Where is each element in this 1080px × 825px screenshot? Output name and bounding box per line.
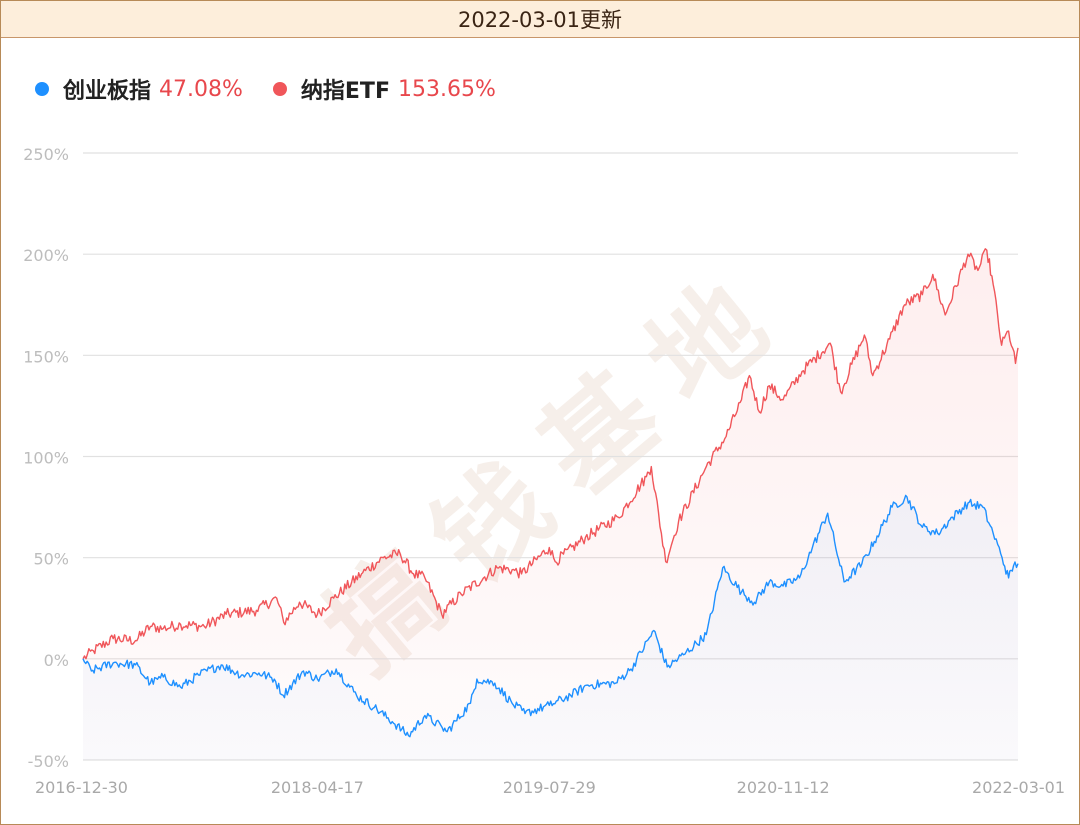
y-axis-ticks: 250% 200% 150% 100% 50% 0% -50% [23,145,69,771]
y-tick-label: 250% [23,145,69,164]
x-tick-label: 2019-07-29 [503,778,596,797]
legend-name-chinext: 创业板指 [63,79,152,104]
y-tick-label: -50% [28,752,69,771]
x-tick-label: 2018-04-17 [271,778,364,797]
legend-value-chinext: 47.08% [159,76,243,102]
x-tick-label: 2020-11-12 [737,778,830,797]
x-axis-ticks: 2016-12-30 2018-04-17 2019-07-29 2020-11-12… [35,778,1065,797]
x-tick-label: 2016-12-30 [35,778,128,797]
y-tick-label: 0% [44,651,69,670]
legend-dot-chinext [35,82,49,96]
x-tick-label: 2022-03-01 [972,778,1065,797]
legend-item-nasdaq[interactable]: 纳指ETF 153.65% [272,73,496,105]
y-tick-label: 150% [23,347,69,366]
legend-dot-nasdaq [272,82,287,96]
series-areas [83,248,1018,761]
series-line-chinext [82,494,1019,738]
y-tick-label: 100% [23,449,69,468]
legend-name-nasdaq: 纳指ETF [300,79,390,104]
y-tick-label: 200% [23,246,69,265]
series-lines [82,248,1019,738]
legend: 创业板指 47.08% 纳指ETF 153.65% [35,73,526,105]
legend-value-nasdaq: 153.65% [397,76,496,102]
legend-item-chinext[interactable]: 创业板指 47.08% [35,73,243,105]
series-area-chinext [83,495,1018,760]
y-tick-label: 50% [33,550,69,569]
update-header: 2022-03-01更新 [1,1,1079,38]
update-title: 2022-03-01更新 [457,8,623,32]
series-line-nasdaq [82,248,1019,660]
